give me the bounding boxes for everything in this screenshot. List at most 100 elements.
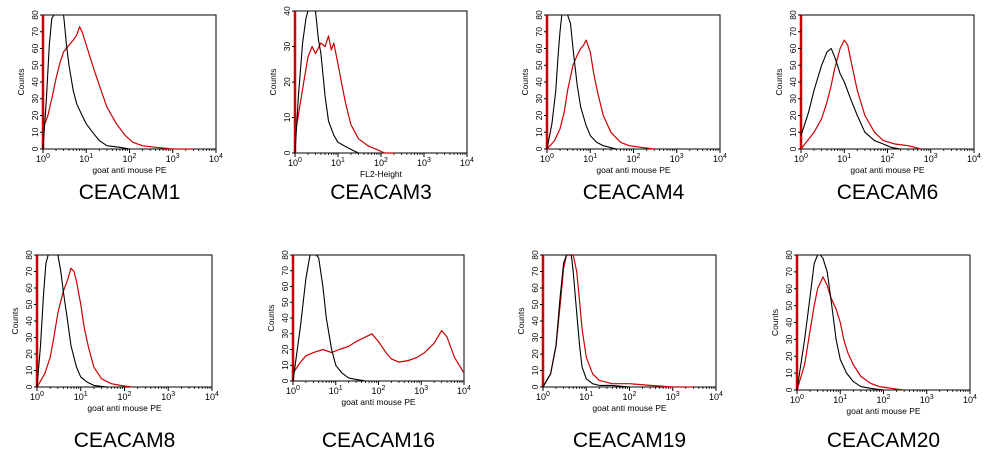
plot-frame — [796, 254, 971, 391]
x-tick-label: 103 — [166, 153, 180, 164]
y-tick-label: 50 — [24, 300, 34, 310]
y-tick-label: 40 — [534, 77, 544, 87]
x-tick-label: 101 — [79, 153, 93, 164]
panel-title: CEACAM16 — [322, 429, 435, 452]
y-tick-label: 40 — [30, 77, 40, 87]
x-tick-label: 102 — [372, 385, 386, 396]
stained-histogram-line — [294, 35, 394, 154]
x-tick-label: 100 — [36, 153, 50, 164]
y-tick-label: 10 — [24, 366, 34, 376]
y-tick-label: 10 — [30, 127, 40, 137]
y-tick-label: 0 — [280, 378, 290, 383]
histogram-panel: 100 101 102 103 104 0 10 20 30 40 Counts FL2-Height… — [268, 6, 474, 204]
y-tick-label: 70 — [280, 266, 290, 276]
x-tick-label: 103 — [417, 157, 431, 168]
plot-frame — [36, 254, 213, 388]
y-tick-label: 60 — [30, 44, 40, 54]
y-tick-label: 60 — [784, 284, 794, 294]
x-axis-label: goat anti mouse PE — [850, 165, 925, 175]
y-tick-label: 20 — [788, 111, 798, 121]
y-tick-label: 70 — [530, 267, 540, 277]
x-tick-label: 104 — [963, 394, 977, 405]
stained-histogram-line — [800, 39, 922, 150]
y-tick-label: 80 — [24, 250, 34, 260]
y-tick-label: 0 — [30, 146, 40, 151]
y-tick-label: 80 — [534, 10, 544, 20]
y-axis-label: Counts — [516, 308, 526, 335]
panel-title: CEACAM19 — [573, 429, 686, 452]
y-tick-label: 30 — [282, 42, 292, 52]
panel-title: CEACAM3 — [330, 181, 432, 204]
x-axis-label: goat anti mouse PE — [846, 406, 921, 416]
x-tick-label: 102 — [877, 394, 891, 405]
y-tick-label: 50 — [30, 60, 40, 70]
y-tick-label: 20 — [534, 111, 544, 121]
histogram-panel: 100 101 102 103 104 0 10 20 30 40 50 60 70 80 Counts go… — [266, 250, 471, 452]
y-tick-label: 70 — [788, 27, 798, 37]
x-tick-label: 103 — [924, 153, 938, 164]
y-tick-label: 80 — [280, 250, 290, 260]
stained-histogram-line — [542, 254, 694, 388]
y-tick-label: 10 — [534, 127, 544, 137]
y-tick-label: 80 — [784, 250, 794, 260]
y-tick-label: 60 — [534, 44, 544, 54]
x-tick-label: 102 — [881, 153, 895, 164]
y-tick-label: 80 — [30, 10, 40, 20]
x-tick-label: 101 — [329, 385, 343, 396]
y-tick-label: 0 — [534, 146, 544, 151]
y-tick-label: 0 — [784, 387, 794, 392]
x-tick-label: 100 — [30, 391, 44, 402]
y-tick-label: 10 — [788, 127, 798, 137]
y-tick-label: 20 — [530, 349, 540, 359]
x-tick-label: 104 — [457, 385, 471, 396]
control-histogram-line — [42, 14, 143, 150]
x-axis-label: goat anti mouse PE — [592, 403, 667, 413]
y-tick-label: 30 — [784, 334, 794, 344]
y-axis-label: Counts — [10, 308, 20, 335]
histogram-panel: 100 101 102 103 104 0 10 20 30 40 50 60 70 80 Counts go… — [520, 10, 727, 204]
y-axis-label: Counts — [268, 69, 278, 96]
y-tick-label: 40 — [788, 77, 798, 87]
plot-frame — [42, 14, 217, 150]
panel-title: CEACAM4 — [583, 181, 685, 204]
control-histogram-line — [800, 47, 901, 150]
y-tick-label: 40 — [24, 316, 34, 326]
y-tick-label: 30 — [530, 333, 540, 343]
panel-title: CEACAM1 — [79, 181, 181, 204]
x-tick-label: 100 — [790, 394, 804, 405]
y-tick-label: 60 — [24, 283, 34, 293]
x-tick-label: 101 — [833, 394, 847, 405]
x-tick-label: 104 — [209, 153, 223, 164]
y-tick-label: 40 — [282, 6, 292, 16]
plot-frame — [800, 14, 975, 150]
y-tick-label: 20 — [30, 111, 40, 121]
y-tick-label: 20 — [282, 77, 292, 87]
y-tick-label: 30 — [30, 94, 40, 104]
y-tick-label: 10 — [280, 360, 290, 370]
y-axis-label: Counts — [266, 305, 276, 332]
y-tick-label: 30 — [24, 333, 34, 343]
x-tick-label: 100 — [288, 157, 302, 168]
y-tick-label: 20 — [24, 349, 34, 359]
x-tick-label: 104 — [709, 391, 723, 402]
x-tick-label: 103 — [670, 153, 684, 164]
y-tick-label: 30 — [788, 94, 798, 104]
y-tick-label: 0 — [788, 146, 798, 151]
y-tick-label: 50 — [788, 60, 798, 70]
y-tick-label: 0 — [282, 150, 292, 155]
x-tick-label: 102 — [118, 391, 132, 402]
y-axis-label: Counts — [520, 69, 530, 96]
panel-title: CEACAM20 — [827, 429, 940, 452]
control-histogram-line — [542, 254, 656, 388]
y-tick-label: 60 — [280, 282, 290, 292]
x-tick-label: 102 — [627, 153, 641, 164]
x-tick-label: 100 — [286, 385, 300, 396]
y-tick-label: 10 — [784, 368, 794, 378]
y-tick-label: 0 — [530, 384, 540, 389]
histogram-panel: 100 101 102 103 104 0 10 20 30 40 50 60 70 80 Counts go… — [516, 250, 723, 452]
histogram-panel: 100 101 102 103 104 0 10 20 30 40 50 60 70 80 Counts go… — [10, 250, 219, 452]
x-tick-label: 102 — [123, 153, 137, 164]
stained-histogram-line — [796, 276, 905, 391]
x-axis-label: goat anti mouse PE — [87, 403, 162, 413]
